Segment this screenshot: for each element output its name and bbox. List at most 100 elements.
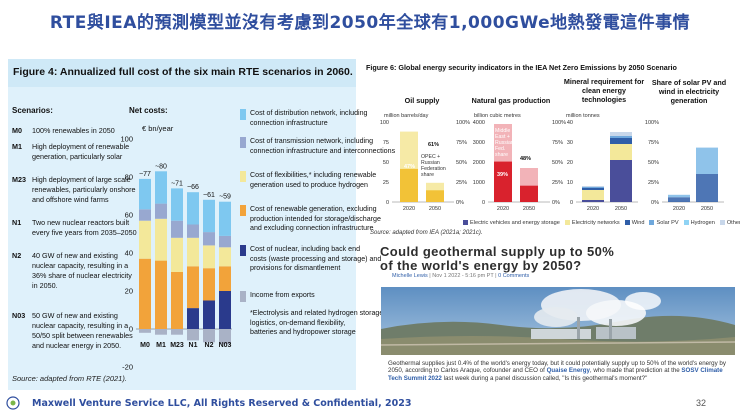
y2-tick-label: 100% xyxy=(552,120,566,126)
x-category-label: 2020 xyxy=(403,206,415,212)
scenario-description: in 2050. xyxy=(32,281,58,290)
x-category-label: 2020 xyxy=(587,206,599,212)
legend-label: Wind xyxy=(631,220,645,226)
y-tick-label: 100% xyxy=(645,120,659,126)
y-tick-label: 2000 xyxy=(473,160,485,166)
y-tick-label: 10 xyxy=(567,180,573,186)
bar-total-label: ~66 xyxy=(187,184,199,191)
y-tick-label: 100 xyxy=(380,120,389,126)
scenario-description: 50 GW of new and existing xyxy=(32,311,118,320)
footer-copyright: Maxwell Venture Service LLC, All Rights … xyxy=(32,398,412,409)
annotation-label: Federation xyxy=(421,166,446,172)
x-category-label: N03 xyxy=(219,342,232,349)
x-category-label: N1 xyxy=(189,342,198,349)
x-category-label: M23 xyxy=(170,342,184,349)
y-tick-label: 40 xyxy=(125,249,133,258)
comments-link[interactable]: 0 Comments xyxy=(498,273,530,279)
mineral-bar-segment xyxy=(610,144,632,160)
legend-label: batteries and hydropower storage xyxy=(250,328,356,336)
legend-swatch xyxy=(719,220,725,226)
bar-total-label: ~80 xyxy=(155,163,167,170)
mineral-bar-segment xyxy=(610,136,632,138)
y-tick-label: 75% xyxy=(648,140,659,146)
x-category-label: 2050 xyxy=(429,206,441,212)
rte-source: Source: adapted from RTE (2021). xyxy=(12,374,127,383)
x-category-label: N2 xyxy=(205,342,214,349)
scenario-description: nuclear capacity, resulting in a xyxy=(32,321,129,330)
scenario-description: Two new nuclear reactors built xyxy=(32,218,130,227)
mineral-bar-segment xyxy=(610,138,632,144)
scenario-description: 100% renewables in 2050 xyxy=(32,126,115,135)
scenario-code: N2 xyxy=(12,251,22,260)
bar-segment xyxy=(155,171,167,204)
x-category-label: 2050 xyxy=(523,206,535,212)
scenario-description: High deployment of renewable xyxy=(32,142,130,151)
article-body: Geothermal supplies just 0.4% of the wor… xyxy=(388,360,726,382)
author-link[interactable]: Michelle Lewis xyxy=(392,273,428,279)
bar-segment xyxy=(219,201,231,236)
headline-line-1: Could geothermal supply up to 50% xyxy=(380,244,615,259)
y-tick-label: 30 xyxy=(567,140,573,146)
y2-tick-label: 25% xyxy=(456,180,467,186)
scenario-description: and offshore wind farms xyxy=(32,195,109,204)
scenario-description: renewables, particularly onshore xyxy=(32,185,136,194)
legend-label: connection infrastructure xyxy=(250,118,328,127)
article-date: Nov 1 2022 - 5:16 pm PT xyxy=(432,273,494,279)
legend-swatch xyxy=(240,109,246,120)
scenario-code: N03 xyxy=(12,311,26,320)
legend-label: *Electrolysis and related hydrogen stora… xyxy=(250,309,384,317)
bar-segment xyxy=(203,199,215,233)
bar-segment xyxy=(139,209,151,221)
unit-oil: million barrels/day xyxy=(384,113,429,119)
bar-segment xyxy=(171,272,183,329)
legend-label: logistics, on-demand flexibility, xyxy=(250,318,346,327)
legend-label: production intended for storage/discharg… xyxy=(250,214,381,223)
bar-segment-exports xyxy=(155,329,167,335)
bar-segment-exports xyxy=(139,329,151,333)
bar-segment xyxy=(219,247,231,267)
y-tick-label: 4000 xyxy=(473,120,485,126)
share-bar-segment xyxy=(668,194,690,198)
bar-segment xyxy=(203,232,215,246)
bar-segment xyxy=(203,245,215,269)
annotation: 39% xyxy=(497,172,508,178)
legend-swatch xyxy=(624,220,630,226)
bar-segment-exports xyxy=(187,329,199,341)
bar-segment xyxy=(139,178,151,210)
unit-minerals: million tonnes xyxy=(566,113,600,119)
annotation-label: share xyxy=(495,152,508,158)
rte-figure-title: Figure 4: Annualized full cost of the si… xyxy=(13,66,353,78)
quaise-link[interactable]: Quaise Energy xyxy=(546,367,590,375)
y2-tick-label: 0% xyxy=(552,200,560,206)
y-tick-label: 1000 xyxy=(473,180,485,186)
summit-link[interactable]: SOSV Climate Tech Summit 2022 xyxy=(388,367,723,382)
rte-cost-chart: € bn/year -20 0 20 40 60 80 100 ~77 M0 ~80 M1 ~71 M23… xyxy=(120,124,232,372)
annotation-label: Russian xyxy=(495,140,514,146)
bar-segment xyxy=(187,308,199,329)
bar-segment xyxy=(219,291,231,329)
rte-figure-header xyxy=(8,59,356,87)
x-category-label: 2020 xyxy=(497,206,509,212)
y-tick-label: 0 xyxy=(570,200,573,206)
legend-label: Solar PV xyxy=(656,220,679,226)
bar-segment xyxy=(171,188,183,221)
geothermal-plant-photo xyxy=(381,287,735,355)
y-tick-label: 25 xyxy=(383,180,389,186)
annotation-label: share xyxy=(421,172,434,178)
bar-segment xyxy=(187,192,199,225)
legend-swatch xyxy=(240,291,246,302)
oil-opec-share-2020 xyxy=(400,168,418,202)
scenario-code: M1 xyxy=(12,142,22,151)
scenario-description: every five years from 2035–2050 xyxy=(32,228,137,237)
y-tick-label: 80 xyxy=(125,173,133,182)
y-tick-label: 0 xyxy=(129,325,133,334)
share-bar-segment xyxy=(668,197,690,202)
legend-label: Cost of nuclear, including back end xyxy=(250,245,361,253)
bar-segment xyxy=(203,268,215,301)
legend-label: costs (waste processing and storage) and xyxy=(250,254,382,263)
y-tick-label: 100 xyxy=(120,135,133,144)
mineral-bar-segment xyxy=(610,132,632,136)
legend-label: Other xyxy=(726,220,740,226)
annotation: 48% xyxy=(520,156,531,162)
y2-tick-label: 100% xyxy=(456,120,470,126)
